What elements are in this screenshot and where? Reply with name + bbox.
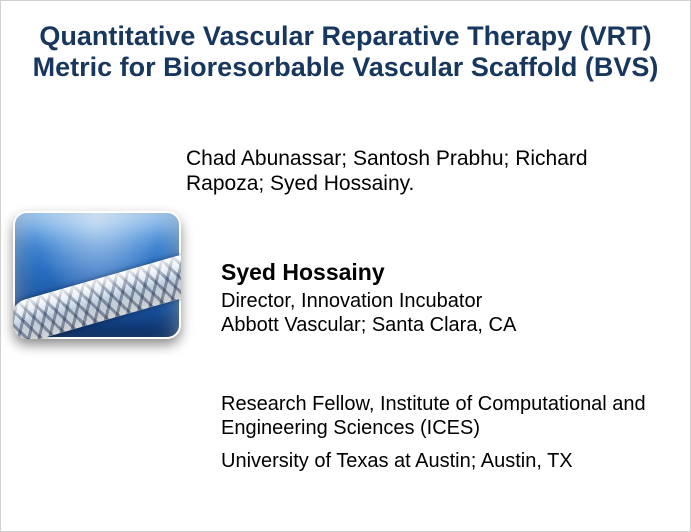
scaffold-mesh	[13, 251, 181, 339]
spacer	[221, 440, 676, 450]
presenter-org: Abbott Vascular; Santa Clara, CA	[221, 314, 516, 338]
scaffold-image	[13, 211, 181, 339]
scaffold-tube	[13, 251, 181, 339]
presenter-block: Syed Hossainy Director, Innovation Incub…	[221, 259, 516, 337]
slide-title: Quantitative Vascular Reparative Therapy…	[1, 1, 690, 93]
affiliation-block: Research Fellow, Institute of Computatio…	[221, 393, 676, 474]
author-list: Chad Abunassar; Santosh Prabhu; Richard …	[186, 147, 616, 197]
affiliation-line2: University of Texas at Austin; Austin, T…	[221, 450, 676, 474]
presenter-name: Syed Hossainy	[221, 259, 516, 286]
scaffold-image-card	[13, 211, 181, 339]
affiliation-line1: Research Fellow, Institute of Computatio…	[221, 393, 676, 440]
presenter-role: Director, Innovation Incubator	[221, 290, 516, 314]
